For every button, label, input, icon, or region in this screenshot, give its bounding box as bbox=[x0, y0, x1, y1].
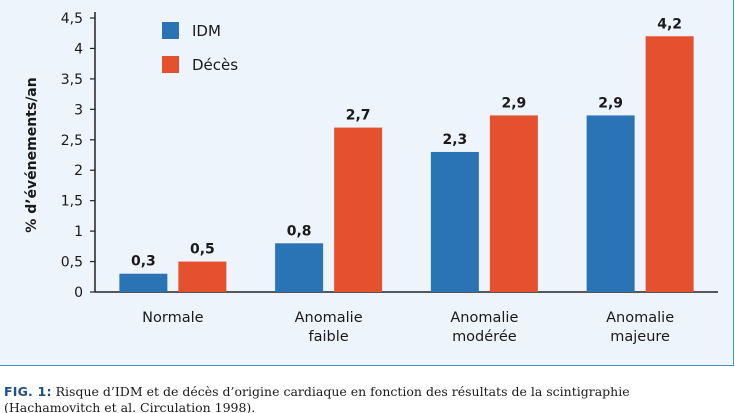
bar-idm bbox=[275, 243, 324, 292]
x-tick-label: Anomalie bbox=[450, 310, 518, 326]
bar-deces bbox=[178, 261, 227, 292]
y-tick-label: 0 bbox=[74, 285, 83, 301]
bar-idm bbox=[586, 115, 635, 292]
data-label: 0,5 bbox=[190, 242, 215, 258]
x-tick-label: Anomalie bbox=[606, 310, 674, 326]
bar-deces bbox=[334, 127, 383, 292]
data-label: 0,8 bbox=[287, 223, 312, 239]
bar-deces bbox=[489, 115, 538, 292]
caption-text: Risque d’IDM et de décès d’origine cardi… bbox=[55, 384, 630, 399]
y-tick-label: 4,5 bbox=[61, 11, 83, 27]
legend-swatch-idm bbox=[162, 22, 179, 39]
y-tick-label: 1 bbox=[74, 224, 83, 240]
data-label: 2,9 bbox=[501, 95, 526, 111]
data-label: 4,2 bbox=[657, 16, 682, 32]
y-tick-label: 0,5 bbox=[61, 255, 83, 271]
y-tick-label: 4 bbox=[74, 41, 83, 57]
x-tick-label: modérée bbox=[452, 329, 517, 345]
y-axis-title: % d’événements/an bbox=[24, 77, 40, 232]
data-label: 2,9 bbox=[598, 95, 623, 111]
bar-idm bbox=[430, 151, 479, 292]
data-label: 0,3 bbox=[131, 254, 156, 270]
data-label: 2,7 bbox=[346, 108, 371, 124]
y-tick-label: 2,5 bbox=[61, 133, 83, 149]
bar-idm bbox=[119, 273, 168, 292]
y-tick-label: 3,5 bbox=[61, 72, 83, 88]
x-tick-label: Normale bbox=[142, 310, 203, 326]
x-tick-label: Anomalie bbox=[295, 310, 363, 326]
bar-deces bbox=[645, 36, 694, 293]
legend-label-deces: Décès bbox=[192, 56, 238, 74]
caption-label: FIG. 1: bbox=[4, 384, 52, 399]
data-label: 2,3 bbox=[442, 132, 467, 148]
caption-reference: (Hachamovitch et al. Circulation 1998). bbox=[4, 400, 256, 413]
x-tick-label: faible bbox=[309, 329, 349, 345]
y-tick-label: 3 bbox=[74, 102, 83, 118]
figure-caption: FIG. 1: Risque d’IDM et de décès d’origi… bbox=[4, 384, 732, 413]
bar-chart: 0 0,5 1 1,5 2 2,5 3 3,5 4 4,5 % d’événements/an 0,3… bbox=[24, 11, 718, 345]
y-tick-label: 1,5 bbox=[61, 194, 83, 210]
legend-swatch-deces bbox=[162, 56, 179, 73]
x-tick-label: majeure bbox=[610, 329, 670, 345]
legend-label-idm: IDM bbox=[192, 22, 221, 40]
y-tick-label: 2 bbox=[74, 163, 83, 179]
